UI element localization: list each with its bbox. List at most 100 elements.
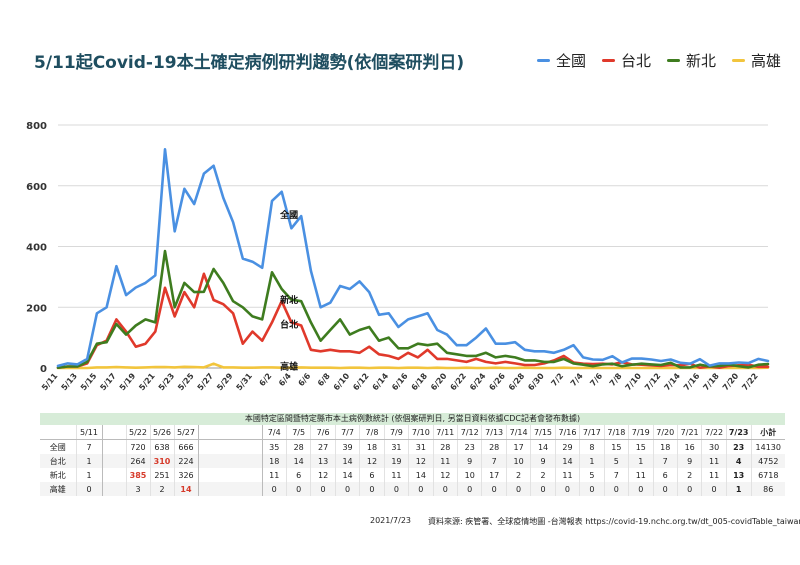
table-caption: 本國特定區間暨特定縣市本土病例數統計 (依個案研判日, 另當日資料依據CDC記者… <box>40 413 785 425</box>
line-chart: 0 200 400 600 800 5/11 5/13 5/15 5/17 5/19 5/21 5/… <box>26 121 770 393</box>
table-cell: 0 <box>554 482 580 496</box>
table-row: 台北 1 264 310 224 18 14 13 14 12 19 12 11 9 7 10 9 14 1 5 1 7 9… <box>40 454 785 468</box>
table-cell <box>197 454 262 468</box>
table-row: 高雄 0 3 2 14 0 0 0 0 0 0 0 0 0 0 0 0 0 0 0 0 0 0 0 1 86 <box>40 482 785 496</box>
legend-item-taipei: 台北 <box>602 50 651 71</box>
header-cell <box>101 425 126 440</box>
x-tick-label: 7/4 <box>569 371 585 388</box>
table-cell: 6 <box>359 468 385 482</box>
x-tick-label: 7/20 <box>721 371 741 392</box>
table-cell: 13 <box>310 454 336 468</box>
table-cell: 14 <box>554 454 580 468</box>
x-tick-label: 7/18 <box>701 371 721 392</box>
header-cell: 7/15 <box>530 425 556 440</box>
y-tick-label: 0 <box>40 364 47 375</box>
cases-table: 5/11 5/22 5/26 5/27 7/4 7/5 7/6 7/7 7/8 7/9 7/10 7/… <box>40 425 785 496</box>
table-cell: 35 <box>261 439 287 454</box>
table-cell: 11 <box>701 468 727 482</box>
x-tick-label: 5/29 <box>215 371 235 392</box>
legend-item-national: 全國 <box>537 50 586 71</box>
table-header-row: 5/11 5/22 5/26 5/27 7/4 7/5 7/6 7/7 7/8 7/9 7/10 7/… <box>40 425 785 440</box>
table-cell: 7 <box>481 454 507 468</box>
table-cell: 11 <box>432 454 458 468</box>
table-cell: 0 <box>530 482 556 496</box>
legend-swatch-taipei <box>602 59 616 62</box>
series-label-2: 新北 <box>280 294 298 306</box>
table-cell: 0 <box>383 482 409 496</box>
header-cell: 7/4 <box>261 425 287 440</box>
table-cell: 9 <box>676 454 702 468</box>
x-tick-label: 5/21 <box>137 371 157 392</box>
table-cell: 27 <box>310 439 336 454</box>
header-cell: 7/9 <box>383 425 409 440</box>
x-tick-label: 6/2 <box>258 372 274 389</box>
table-cell: 28 <box>481 439 507 454</box>
x-tick-label: 5/31 <box>235 371 255 392</box>
y-tick-label: 400 <box>26 243 47 254</box>
table-cell: 6718 <box>750 468 785 482</box>
table-cell: 15 <box>628 439 653 454</box>
table-cell: 0 <box>75 482 102 496</box>
table-cell: 7 <box>75 439 102 454</box>
header-cell: 7/16 <box>554 425 580 440</box>
x-tick-label: 5/23 <box>157 372 177 393</box>
table-cell: 18 <box>359 439 385 454</box>
table-cell: 2 <box>530 468 556 482</box>
series-label-0: 全國 <box>279 209 298 221</box>
table-cell: 9 <box>456 454 482 468</box>
x-tick-label: 7/16 <box>682 371 702 392</box>
table-cell: 0 <box>334 482 360 496</box>
table-cell: 385 <box>125 468 150 482</box>
table-cell: 29 <box>554 439 580 454</box>
x-tick-label: 6/18 <box>410 371 430 392</box>
table-cell: 638 <box>149 439 174 454</box>
table-cell: 28 <box>432 439 458 454</box>
x-tick-label: 7/12 <box>643 372 663 393</box>
table-cell: 11 <box>383 468 409 482</box>
x-tick-label: 6/30 <box>526 371 546 392</box>
legend-item-kaohsiung: 高雄 <box>732 50 781 71</box>
x-tick-label: 6/14 <box>371 371 391 392</box>
header-cell: 7/20 <box>652 425 678 440</box>
table-cell: 310 <box>149 454 174 468</box>
legend-swatch-national <box>537 59 550 62</box>
table-cell: 6 <box>652 468 678 482</box>
table-cell: 1 <box>75 468 102 482</box>
table-cell: 5 <box>579 468 605 482</box>
chart-title: 5/11起Covid-19本土確定病例研判趨勢(依個案研判日) <box>34 53 465 73</box>
header-cell: 7/5 <box>285 425 311 440</box>
table-cell: 11 <box>554 468 580 482</box>
x-tick-label: 7/8 <box>608 371 624 388</box>
table-cell: 13 <box>725 468 751 482</box>
table-cell: 0 <box>701 482 727 496</box>
series-line-2 <box>56 249 770 370</box>
header-cell: 7/14 <box>505 425 531 440</box>
table-cell: 12 <box>432 468 458 482</box>
table-cell: 14130 <box>750 439 785 454</box>
table-cell: 14 <box>530 439 556 454</box>
table-cell: 39 <box>334 439 360 454</box>
table-cell: 86 <box>750 482 785 496</box>
table-cell: 0 <box>261 482 287 496</box>
x-tick-label: 5/27 <box>196 372 216 393</box>
table-cell: 28 <box>285 439 311 454</box>
header-cell: 7/7 <box>334 425 360 440</box>
table-cell <box>197 468 262 482</box>
x-tick-label: 6/24 <box>468 371 488 392</box>
table-cell: 12 <box>310 468 336 482</box>
x-tick-label: 7/14 <box>662 371 682 392</box>
table-cell: 5 <box>603 454 629 468</box>
x-tick-label: 7/2 <box>549 372 565 389</box>
table-cell: 12 <box>359 454 385 468</box>
table-cell: 2 <box>149 482 174 496</box>
table-cell: 2 <box>676 468 702 482</box>
y-tick-label: 800 <box>26 121 47 132</box>
series-line-0 <box>56 148 770 368</box>
x-tick-label: 7/22 <box>740 372 760 393</box>
y-axis: 0 200 400 600 800 <box>26 121 47 375</box>
table-cell: 23 <box>456 439 482 454</box>
header-cell: 小計 <box>750 425 785 440</box>
table-cell: 14 <box>285 454 311 468</box>
table-cell: 10 <box>505 454 531 468</box>
table-cell: 9 <box>530 454 556 468</box>
